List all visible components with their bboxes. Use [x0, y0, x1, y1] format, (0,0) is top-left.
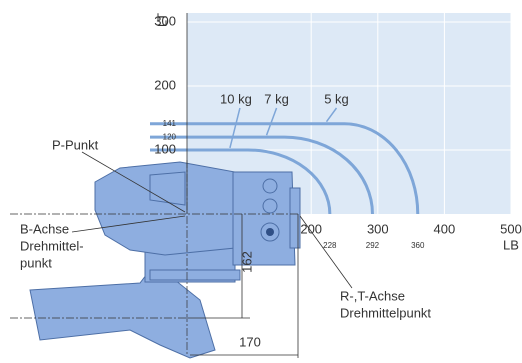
leader — [81, 151, 186, 213]
robot — [29, 161, 301, 359]
curve-label: 5 kg — [324, 91, 349, 106]
callout: B-Achse — [20, 221, 69, 236]
x-tick-label: 400 — [434, 221, 456, 236]
load-curve — [150, 122, 420, 215]
dim-horizontal: 170 — [239, 334, 261, 349]
load-curve — [150, 148, 332, 215]
leader — [299, 215, 353, 289]
y-axis-label: LT — [154, 13, 169, 27]
curve-height-label: 120 — [163, 132, 177, 141]
leader — [71, 215, 186, 233]
dim-vertical: 162 — [239, 251, 254, 273]
y-tick-label: 200 — [154, 77, 176, 92]
dimensions — [190, 214, 299, 358]
curve-end-label: 360 — [411, 241, 425, 250]
callout: Drehmittelpunkt — [340, 305, 431, 320]
y-tick-label: 100 — [154, 141, 176, 156]
x-tick-label: 200 — [300, 221, 322, 236]
x-tick-label: 300 — [367, 221, 389, 236]
callout: punkt — [20, 255, 52, 270]
callout: P-Punkt — [52, 137, 99, 152]
curve-end-label: 228 — [323, 241, 337, 250]
curve-end-label: 292 — [366, 241, 380, 250]
load-curve — [150, 135, 374, 215]
callout: Drehmittel- — [20, 238, 84, 253]
curve-label: 7 kg — [264, 91, 289, 106]
x-axis-label: LB — [503, 237, 519, 252]
curve-label-leader — [229, 107, 241, 149]
x-tick-label: 500 — [500, 221, 522, 236]
curve-label-leader — [265, 107, 278, 136]
curve-label: 10 kg — [220, 91, 252, 106]
y-tick-label: 300 — [154, 13, 176, 28]
curve-height-label: 141 — [163, 119, 177, 128]
curve-label-leader — [325, 107, 338, 123]
callout: R-,T-Achse — [340, 288, 405, 303]
